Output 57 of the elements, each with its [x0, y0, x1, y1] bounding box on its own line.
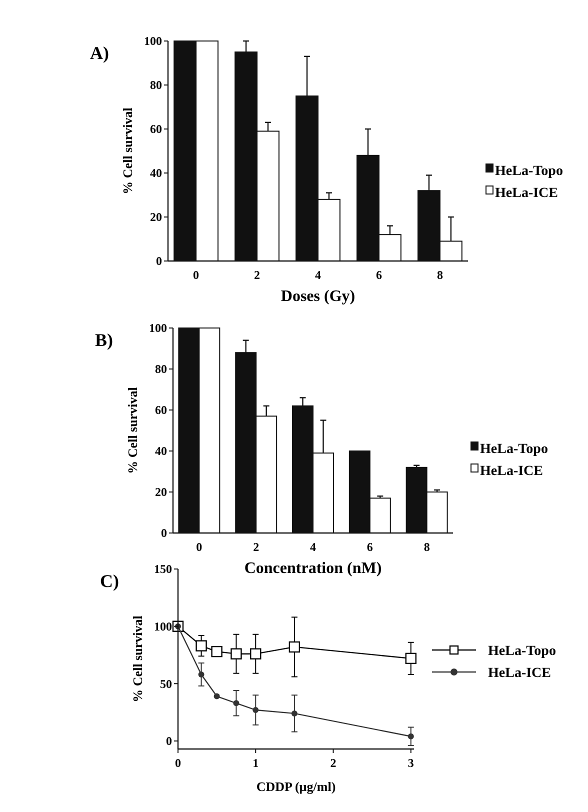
legend-label: HeLa-ICE	[480, 464, 543, 479]
y-axis-title: % Cell survival	[120, 107, 135, 194]
y-tick-label: 100	[149, 321, 167, 336]
y-tick-label: 150	[154, 562, 172, 576]
x-axis-title: Concentration (nM)	[244, 560, 382, 577]
y-axis-title: % Cell survival	[125, 386, 140, 474]
y-tick-label: 50	[160, 676, 172, 691]
x-tick-label: 4	[315, 268, 321, 282]
legend-label: HeLa-Topo	[480, 442, 548, 457]
y-tick-label: 0	[161, 526, 167, 540]
x-tick-label: 2	[253, 540, 260, 554]
point	[291, 710, 298, 716]
point	[198, 671, 204, 678]
point	[405, 652, 416, 664]
point	[233, 700, 240, 706]
x-tick-label: 8	[436, 268, 443, 282]
legend-label: HeLa-Topo	[488, 644, 556, 659]
point	[288, 641, 300, 653]
point	[230, 648, 242, 660]
y-tick-label: 80	[155, 362, 167, 376]
y-tick-label: 0	[156, 254, 162, 268]
x-tick-label: 0	[193, 268, 200, 282]
point	[211, 646, 222, 658]
point	[250, 648, 262, 660]
y-tick-label: 100	[144, 34, 162, 48]
x-tick-label: 2	[254, 268, 260, 282]
x-tick-label: 6	[376, 268, 382, 282]
y-tick-label: 60	[150, 122, 162, 136]
x-tick-label: 0	[175, 756, 181, 770]
y-tick-label: 80	[150, 78, 162, 92]
y-axis-title: % Cell survival	[130, 615, 145, 702]
y-tick-label: 0	[166, 734, 172, 748]
x-tick-label: 8	[424, 540, 430, 554]
chart-title: B)	[95, 330, 114, 350]
point	[214, 693, 220, 700]
x-tick-label: 4	[310, 540, 316, 554]
x-tick-label: 3	[408, 756, 414, 770]
point	[252, 707, 259, 714]
x-axis-title: Doses (Gy)	[280, 288, 356, 305]
y-tick-label: 40	[150, 166, 162, 180]
point	[408, 733, 414, 740]
legend-label: HeLa-ICE	[495, 186, 558, 201]
x-tick-label: 2	[330, 756, 336, 770]
y-tick-label: 100	[154, 620, 172, 634]
x-axis-title: CDDP (µg/ml)	[256, 779, 336, 794]
y-tick-label: 60	[155, 403, 167, 418]
point	[196, 640, 207, 652]
legend-label: HeLa-ICE	[488, 666, 551, 681]
y-tick-label: 40	[155, 444, 167, 458]
x-tick-label: 0	[196, 540, 202, 554]
x-tick-label: 1	[252, 756, 259, 770]
chart-title: A)	[90, 43, 109, 63]
y-tick-label: 20	[150, 210, 162, 224]
y-tick-label: 20	[155, 485, 167, 500]
legend-label: HeLa-Topo	[495, 164, 563, 179]
x-tick-label: 6	[366, 540, 373, 554]
chart-title: C)	[100, 571, 119, 591]
